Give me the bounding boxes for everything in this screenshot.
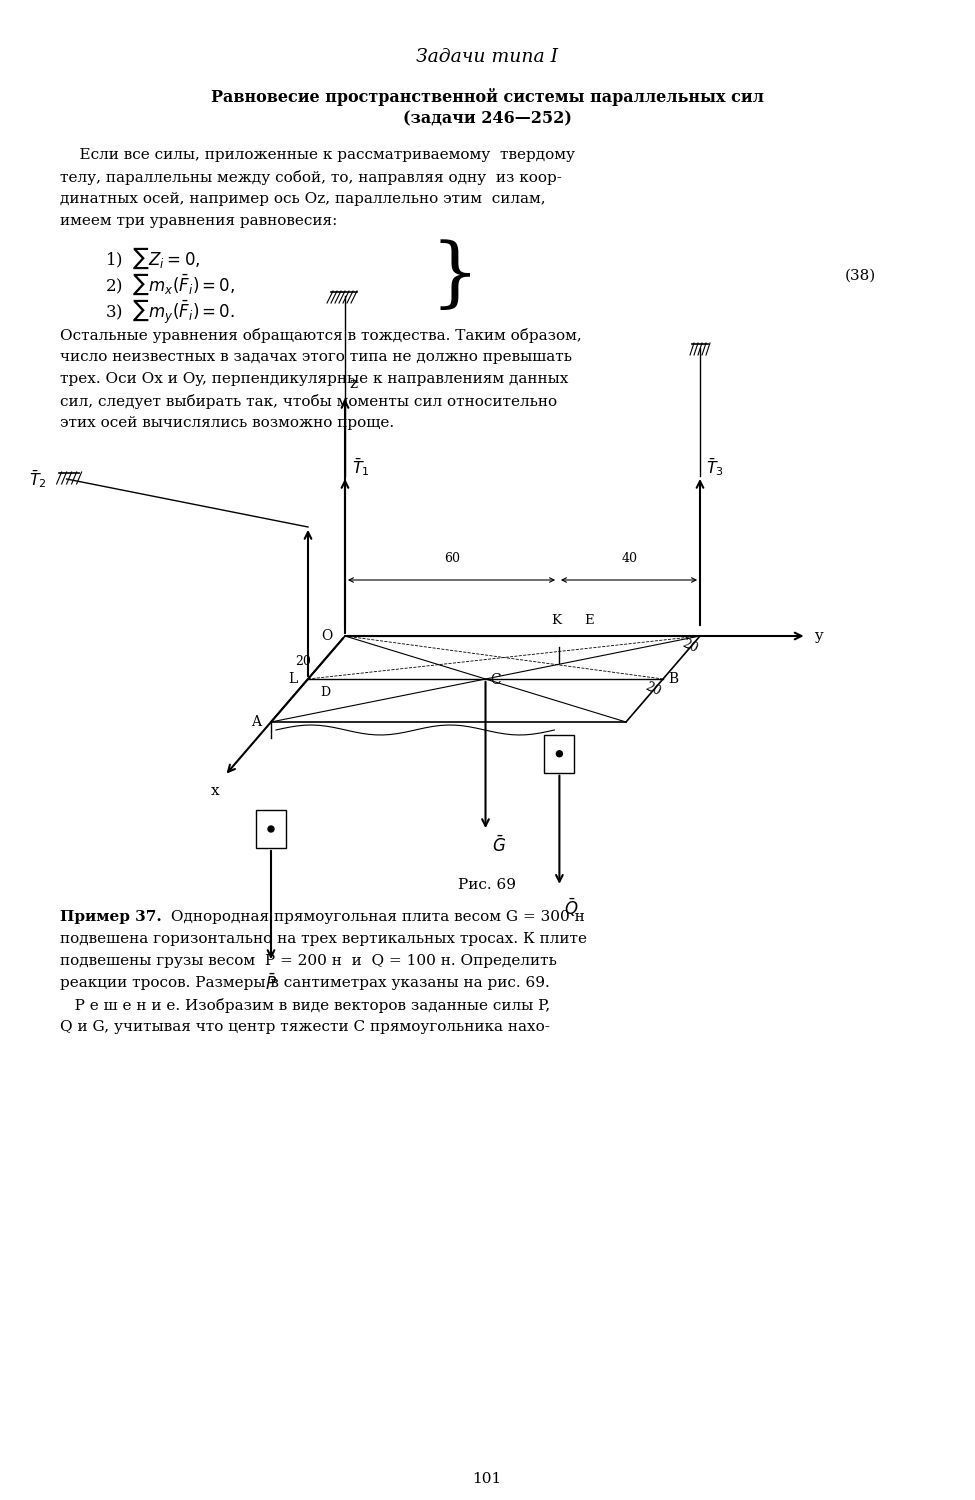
Circle shape: [557, 750, 563, 756]
Text: имеем три уравнения равновесия:: имеем три уравнения равновесия:: [60, 214, 337, 228]
Text: y: y: [814, 628, 823, 644]
Text: K: K: [551, 614, 561, 627]
Text: A: A: [251, 716, 261, 729]
Text: 2)  $\sum m_x(\bar{F}_i) = 0,$: 2) $\sum m_x(\bar{F}_i) = 0,$: [105, 272, 235, 297]
Text: O: O: [321, 628, 332, 644]
Bar: [544, 735, 574, 772]
Text: Пример 37.: Пример 37.: [60, 910, 162, 924]
Text: динатных осей, например ось Oz, параллельно этим  силам,: динатных осей, например ось Oz, параллел…: [60, 192, 546, 206]
Text: Q и G, учитывая что центр тяжести C прямоугольника нахо-: Q и G, учитывая что центр тяжести C прям…: [60, 1020, 550, 1034]
Text: $\bar{T}_2$: $\bar{T}_2$: [28, 468, 47, 490]
Text: Если все силы, приложенные к рассматриваемому  твердому: Если все силы, приложенные к рассматрива…: [60, 148, 575, 162]
Text: 20: 20: [295, 656, 311, 668]
Text: E: E: [584, 614, 594, 627]
Text: $\bar{P}$: $\bar{P}$: [265, 974, 277, 994]
Text: 20: 20: [680, 638, 699, 656]
Text: L: L: [289, 672, 298, 686]
Text: Равновесие пространственной системы параллельных сил: Равновесие пространственной системы пара…: [211, 88, 763, 106]
Text: B: B: [668, 672, 679, 686]
Bar: [256, 810, 286, 847]
Text: $\bar{Q}$: $\bar{Q}$: [565, 897, 579, 920]
Text: сил, следует выбирать так, чтобы моменты сил относительно: сил, следует выбирать так, чтобы моменты…: [60, 394, 557, 410]
Text: подвешена горизонтально на трех вертикальных тросах. К плите: подвешена горизонтально на трех вертикал…: [60, 932, 587, 946]
Text: 1)  $\sum Z_i = 0,$: 1) $\sum Z_i = 0,$: [105, 246, 200, 272]
Text: }: }: [430, 238, 479, 314]
Text: $\bar{G}$: $\bar{G}$: [492, 836, 507, 856]
Text: этих осей вычислялись возможно проще.: этих осей вычислялись возможно проще.: [60, 416, 394, 430]
Text: трех. Оси Ox и Oy, перпендикулярные к направлениям данных: трех. Оси Ox и Oy, перпендикулярные к на…: [60, 372, 568, 386]
Text: $\bar{T}_1$: $\bar{T}_1$: [352, 456, 370, 477]
Text: Остальные уравнения обращаются в тождества. Таким образом,: Остальные уравнения обращаются в тождест…: [60, 328, 582, 344]
Text: C: C: [490, 674, 501, 687]
Text: D: D: [320, 686, 330, 699]
Text: Однородная прямоугольная плита весом G = 300 н: Однородная прямоугольная плита весом G =…: [166, 910, 585, 924]
Circle shape: [268, 827, 274, 833]
Text: 3)  $\sum m_y(\bar{F}_i) = 0.$: 3) $\sum m_y(\bar{F}_i) = 0.$: [105, 298, 235, 326]
Text: Задачи типа I: Задачи типа I: [416, 48, 558, 66]
Text: Р е ш е н и е. Изобразим в виде векторов заданные силы P,: Р е ш е н и е. Изобразим в виде векторов…: [60, 998, 550, 1012]
Text: 20: 20: [643, 680, 662, 699]
Text: (38): (38): [845, 268, 877, 284]
Text: z: z: [349, 376, 357, 392]
Text: (задачи 246—252): (задачи 246—252): [403, 110, 571, 128]
Text: Рис. 69: Рис. 69: [458, 878, 516, 892]
Text: $\bar{T}_3$: $\bar{T}_3$: [706, 456, 724, 477]
Text: 60: 60: [445, 552, 460, 566]
Text: реакции тросов. Размеры в сантиметрах указаны на рис. 69.: реакции тросов. Размеры в сантиметрах ук…: [60, 976, 550, 990]
Text: 101: 101: [472, 1472, 501, 1486]
Text: 40: 40: [622, 552, 638, 566]
Text: x: x: [212, 783, 219, 798]
Text: число неизвестных в задачах этого типа не должно превышать: число неизвестных в задачах этого типа н…: [60, 350, 572, 364]
Text: подвешены грузы весом  P = 200 н  и  Q = 100 н. Определить: подвешены грузы весом P = 200 н и Q = 10…: [60, 954, 557, 968]
Text: телу, параллельны между собой, то, направляя одну  из коор-: телу, параллельны между собой, то, напра…: [60, 170, 562, 184]
